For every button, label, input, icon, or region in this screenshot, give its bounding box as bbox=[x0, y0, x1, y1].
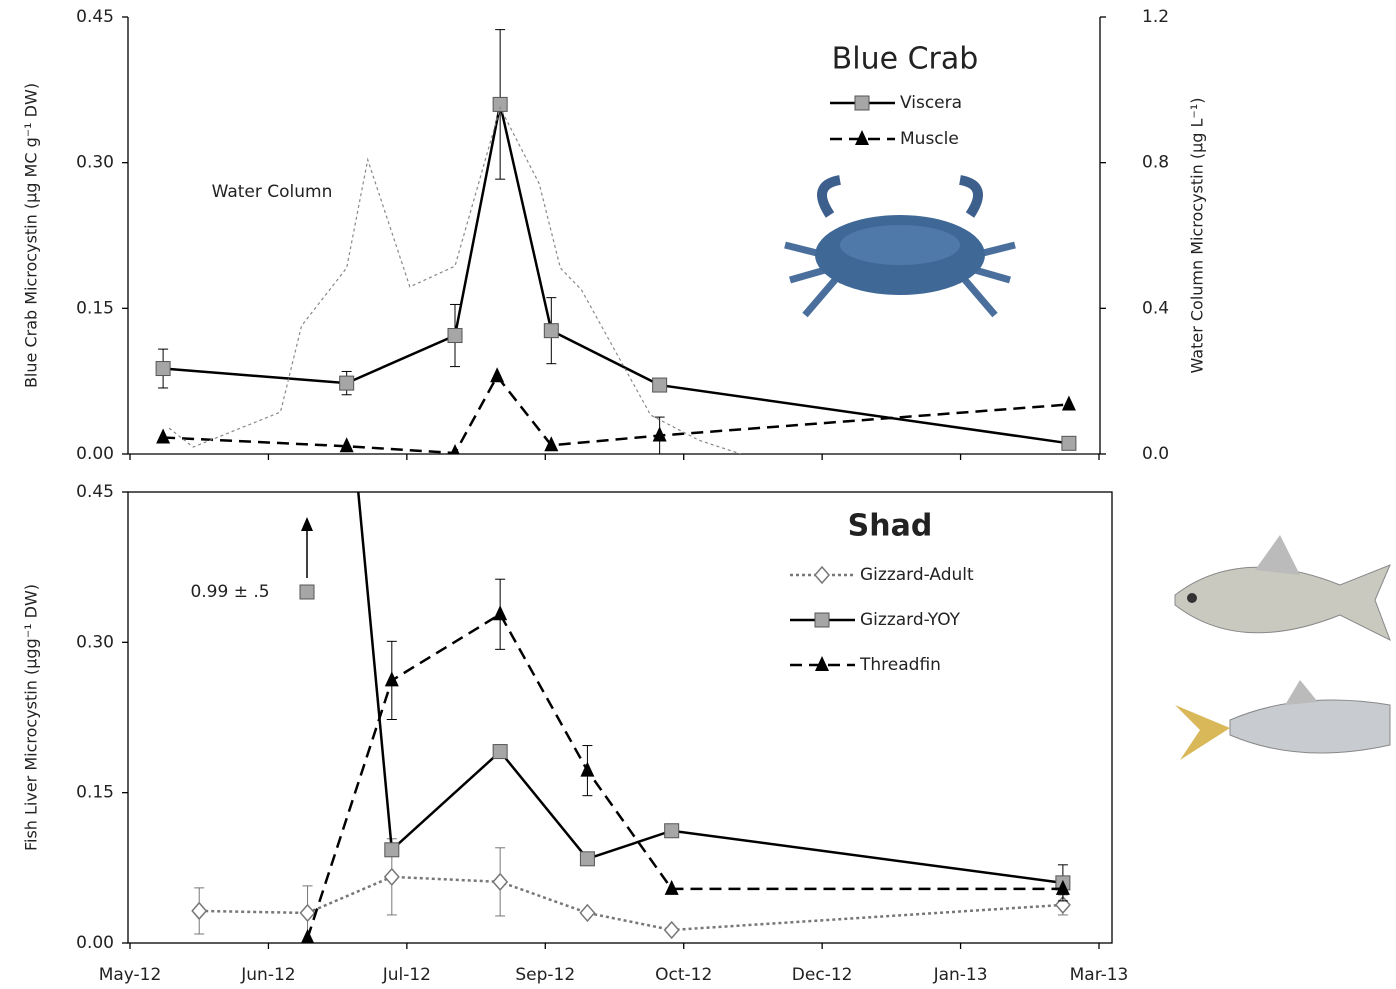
y-axis-label: Blue Crab Microcystin (µg MC g⁻¹ DW) bbox=[22, 83, 41, 388]
y2-tick-label: 0.8 bbox=[1142, 153, 1169, 173]
annotation: Water Column bbox=[212, 182, 333, 202]
series-line bbox=[169, 108, 741, 454]
y2-axis-label: Water Column Microcystin (µg L⁻¹) bbox=[1188, 97, 1207, 373]
data-marker bbox=[544, 324, 558, 338]
series-line bbox=[308, 614, 1063, 938]
annotation: 0.99 ± .5 bbox=[190, 582, 269, 602]
data-marker bbox=[156, 428, 170, 443]
legend-label: Muscle bbox=[900, 129, 959, 149]
crab-image bbox=[785, 180, 1015, 315]
data-marker bbox=[192, 903, 206, 919]
data-marker bbox=[340, 437, 354, 452]
data-marker bbox=[493, 97, 507, 111]
legend-label: Viscera bbox=[900, 93, 962, 113]
panel-title: Blue Crab bbox=[832, 42, 979, 77]
data-marker bbox=[301, 929, 315, 944]
data-marker bbox=[385, 671, 399, 686]
data-marker bbox=[385, 869, 399, 885]
legend-marker bbox=[855, 96, 869, 110]
data-marker bbox=[1062, 436, 1076, 450]
fish-image bbox=[1175, 535, 1390, 640]
y-tick-label: 0.30 bbox=[76, 153, 114, 173]
series-line bbox=[163, 376, 1069, 453]
legend-marker bbox=[815, 567, 829, 583]
off-scale-marker bbox=[300, 585, 314, 599]
y-tick-label: 0.30 bbox=[76, 632, 114, 652]
off-scale-arrowhead bbox=[301, 517, 313, 531]
data-marker bbox=[493, 874, 507, 890]
data-marker bbox=[665, 922, 679, 938]
x-tick-label: Jul-12 bbox=[382, 965, 431, 985]
legend-label: Gizzard-Adult bbox=[860, 565, 974, 585]
data-marker bbox=[301, 905, 315, 921]
data-marker bbox=[493, 745, 507, 759]
legend-label: Threadfin bbox=[859, 655, 941, 675]
legend-marker bbox=[815, 613, 829, 627]
data-marker bbox=[493, 605, 507, 620]
data-marker bbox=[653, 378, 667, 392]
x-tick-label: Oct-12 bbox=[655, 965, 712, 985]
x-tick-label: Mar-13 bbox=[1070, 965, 1129, 985]
data-marker bbox=[490, 367, 504, 382]
plot-frame bbox=[128, 492, 1112, 943]
y2-tick-label: 1.2 bbox=[1142, 7, 1169, 27]
x-tick-label: Jan-13 bbox=[933, 965, 988, 985]
data-marker bbox=[665, 824, 679, 838]
x-tick-label: Jun-12 bbox=[240, 965, 295, 985]
panel-title: Shad bbox=[848, 509, 933, 544]
data-marker bbox=[340, 376, 354, 390]
data-marker bbox=[448, 329, 462, 343]
data-marker bbox=[580, 905, 594, 921]
figure: 0.00 0.15 0.30 0.45 0.0 0.4 0.8 1.2 Blue Crab Mi… bbox=[0, 0, 1396, 989]
series-line bbox=[199, 877, 1063, 930]
x-tick-label: May-12 bbox=[99, 965, 162, 985]
fish-image bbox=[1175, 680, 1390, 760]
data-marker bbox=[1062, 395, 1076, 410]
y-tick-label: 0.00 bbox=[76, 444, 114, 464]
data-marker bbox=[156, 362, 170, 376]
y2-tick-label: 0.0 bbox=[1142, 444, 1169, 464]
data-marker bbox=[385, 843, 399, 857]
legend-marker bbox=[815, 656, 829, 671]
x-tick-label: Dec-12 bbox=[792, 965, 853, 985]
y-tick-label: 0.45 bbox=[76, 482, 114, 502]
y-axis-label: Fish Liver Microcystin (µgg⁻¹ DW) bbox=[22, 584, 41, 851]
data-marker bbox=[580, 852, 594, 866]
legend-label: Gizzard-YOY bbox=[860, 610, 961, 630]
y-tick-label: 0.45 bbox=[76, 7, 114, 27]
y-tick-label: 0.15 bbox=[76, 783, 114, 803]
y-tick-label: 0.00 bbox=[76, 933, 114, 953]
y-tick-label: 0.15 bbox=[76, 298, 114, 318]
y2-tick-label: 0.4 bbox=[1142, 298, 1169, 318]
legend-marker bbox=[855, 130, 869, 145]
x-tick-label: Sep-12 bbox=[515, 965, 575, 985]
data-marker bbox=[580, 762, 594, 777]
